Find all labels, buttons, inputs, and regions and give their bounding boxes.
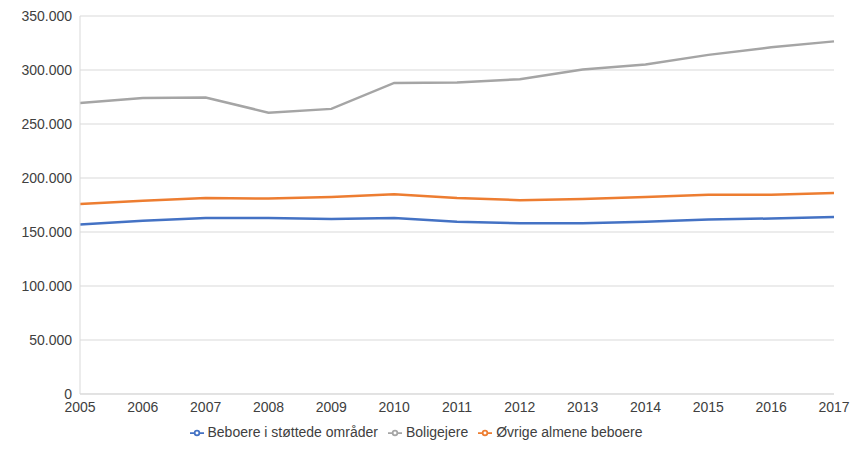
svg-text:2012: 2012 xyxy=(504,399,535,415)
svg-text:0: 0 xyxy=(64,386,72,402)
svg-text:2013: 2013 xyxy=(567,399,598,415)
svg-text:2007: 2007 xyxy=(190,399,221,415)
svg-text:250.000: 250.000 xyxy=(21,116,72,132)
svg-text:2015: 2015 xyxy=(693,399,724,415)
svg-text:100.000: 100.000 xyxy=(21,278,72,294)
svg-text:2016: 2016 xyxy=(756,399,787,415)
svg-text:300.000: 300.000 xyxy=(21,62,72,78)
svg-text:2011: 2011 xyxy=(442,399,472,415)
html-text:Øvrige almene beboere: Øvrige almene beboere xyxy=(496,424,643,440)
svg-text:350.000: 350.000 xyxy=(21,8,72,24)
svg-text:50.000: 50.000 xyxy=(29,332,72,348)
svg-text:2010: 2010 xyxy=(379,399,410,415)
svg-text:2005: 2005 xyxy=(64,398,96,415)
svg-text:2006: 2006 xyxy=(127,399,158,415)
html-text:Beboere i støttede områder: Beboere i støttede områder xyxy=(207,424,378,440)
svg-text:2014: 2014 xyxy=(630,399,661,415)
svg-text:2009: 2009 xyxy=(316,399,347,415)
svg-text:150.000: 150.000 xyxy=(21,224,72,240)
svg-text:200.000: 200.000 xyxy=(21,170,72,186)
html-text:Boligejere: Boligejere xyxy=(405,424,469,440)
svg-text:2017: 2017 xyxy=(818,399,849,415)
svg-text:2008: 2008 xyxy=(253,399,284,415)
